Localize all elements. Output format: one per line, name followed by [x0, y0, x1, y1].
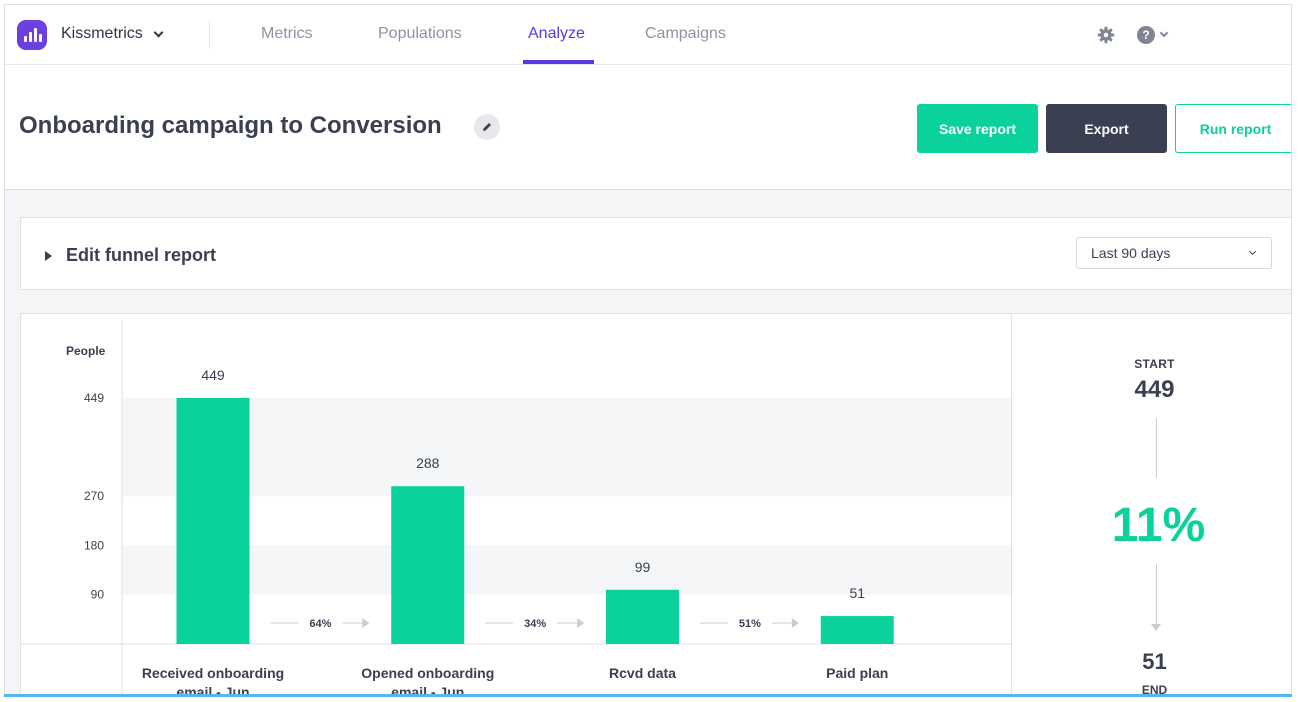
funnel-chart-panel: People 90 180 270 449 449 Received onboarding e…	[20, 313, 1291, 697]
step-conversion-label: 64%	[309, 618, 331, 630]
run-report-button[interactable]: Run report	[1175, 104, 1291, 153]
step-conversion-label: 34%	[524, 618, 546, 630]
chevron-down-icon	[1248, 247, 1257, 256]
chevron-down-icon[interactable]	[1159, 28, 1169, 38]
bar-value-label: 449	[201, 367, 225, 383]
grid-band	[122, 398, 1011, 497]
category-label: email - Jun	[391, 684, 464, 697]
y-tick-label: 449	[84, 391, 104, 405]
save-report-button[interactable]: Save report	[917, 104, 1038, 153]
report-header: Onboarding campaign to Conversion Save r…	[5, 65, 1291, 190]
gear-icon[interactable]	[1097, 26, 1115, 44]
bar-value-label: 99	[635, 559, 651, 575]
app-window: Kissmetrics Metrics Populations Analyze …	[4, 4, 1292, 697]
category-label: Paid plan	[826, 665, 888, 681]
category-label: email - Jun	[176, 684, 249, 697]
bar-value-label: 51	[849, 585, 865, 601]
summary-end-label: END	[1141, 683, 1168, 697]
top-navigation: Kissmetrics Metrics Populations Analyze …	[5, 5, 1291, 65]
export-button[interactable]: Export	[1046, 104, 1167, 153]
y-tick-label: 180	[84, 538, 104, 552]
summary-start-value: 449	[1134, 376, 1175, 403]
tab-analyze[interactable]: Analyze	[528, 25, 585, 42]
page-title: Onboarding campaign to Conversion	[19, 112, 442, 139]
step-conversion-label: 51%	[739, 618, 761, 630]
caret-right-icon[interactable]	[45, 251, 52, 261]
funnel-summary: START 449 11% 51 END	[1011, 314, 1291, 697]
category-label: Opened onboarding	[361, 665, 494, 681]
funnel-bar	[391, 486, 465, 644]
funnel-bar	[176, 398, 250, 644]
funnel-chart: People 90 180 270 449 449 Received onboarding e…	[21, 320, 1011, 697]
bar-value-label: 288	[416, 455, 440, 471]
nav-divider	[209, 21, 210, 49]
arrow-right-icon	[791, 618, 799, 628]
account-name: Kissmetrics	[61, 25, 143, 42]
help-icon[interactable]: ?	[1137, 26, 1155, 44]
chevron-down-icon	[153, 27, 164, 37]
tab-metrics[interactable]: Metrics	[261, 25, 313, 42]
date-range-value: Last 90 days	[1091, 245, 1171, 261]
tab-campaigns[interactable]: Campaigns	[645, 25, 726, 42]
y-axis-label: People	[66, 344, 106, 358]
arrow-down-icon	[1151, 624, 1161, 631]
kissmetrics-logo-icon[interactable]	[17, 20, 47, 50]
arrow-right-icon	[577, 618, 585, 628]
y-tick-label: 270	[84, 489, 104, 503]
tab-populations[interactable]: Populations	[378, 25, 462, 42]
summary-conversion-rate: 11%	[1111, 499, 1206, 552]
funnel-bar	[820, 616, 894, 644]
active-tab-indicator	[523, 60, 594, 64]
edit-funnel-panel: Edit funnel report Last 90 days	[20, 217, 1291, 290]
account-switcher[interactable]: Kissmetrics	[61, 25, 164, 43]
grid-band	[122, 545, 1011, 595]
y-tick-label: 90	[91, 588, 105, 602]
summary-start-label: START	[1134, 357, 1175, 371]
summary-end-value: 51	[1142, 649, 1167, 674]
arrow-right-icon	[362, 618, 370, 628]
edit-funnel-toggle[interactable]: Edit funnel report	[66, 245, 216, 265]
summary-connector-top	[1156, 418, 1157, 478]
pencil-icon[interactable]	[474, 114, 500, 140]
bottom-accent-bar	[4, 694, 1292, 697]
date-range-select[interactable]: Last 90 days	[1076, 237, 1272, 269]
category-label: Received onboarding	[142, 665, 284, 681]
funnel-bar	[606, 589, 679, 644]
category-label: Rcvd data	[609, 665, 676, 681]
summary-connector-bottom	[1156, 564, 1157, 626]
